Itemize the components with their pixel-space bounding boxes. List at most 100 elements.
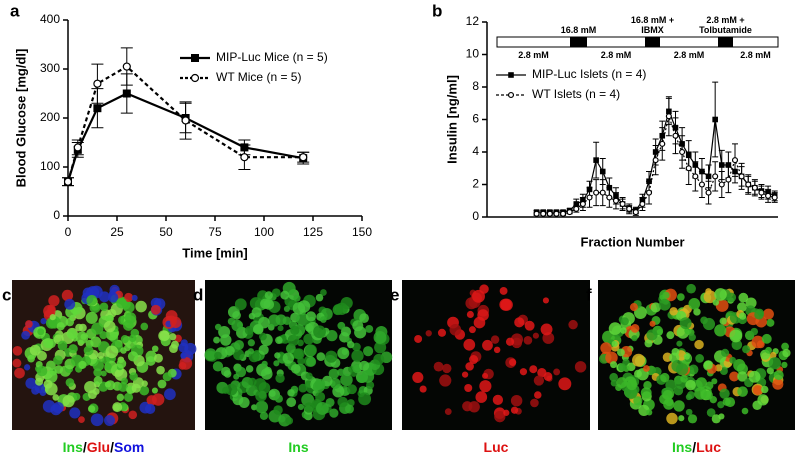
cell — [676, 340, 683, 347]
cell — [769, 351, 777, 359]
cell — [524, 320, 535, 331]
cell — [86, 294, 98, 306]
cell — [419, 385, 427, 393]
cell — [14, 367, 25, 379]
marker — [579, 200, 586, 208]
protocol-label: 2.8 mM — [600, 50, 632, 60]
marker — [758, 189, 765, 196]
x-axis-label: Time [min] — [182, 245, 248, 260]
cell — [742, 345, 751, 354]
y-tick-label: 0 — [472, 209, 479, 223]
marker — [745, 181, 752, 188]
cell — [600, 342, 612, 354]
cell — [92, 388, 100, 395]
cell — [297, 339, 304, 347]
cell — [85, 311, 98, 324]
cell — [726, 292, 737, 303]
cell — [694, 387, 707, 400]
cell — [69, 407, 81, 419]
cell — [738, 292, 749, 303]
marker — [553, 210, 560, 217]
panel-letter: d — [193, 285, 203, 304]
marker — [705, 173, 712, 180]
cell — [729, 329, 743, 343]
cell — [75, 323, 83, 332]
cell — [43, 379, 53, 389]
cell — [97, 352, 105, 359]
cell — [169, 344, 178, 353]
cell — [658, 298, 671, 311]
cell — [756, 340, 765, 349]
cell — [45, 360, 56, 371]
cell — [643, 381, 652, 390]
y-tick-label: 200 — [40, 110, 60, 124]
cell — [180, 352, 187, 359]
cell — [234, 339, 244, 350]
cell — [737, 371, 748, 382]
cell — [65, 378, 75, 387]
y-tick-label: 12 — [466, 14, 480, 28]
cell — [662, 389, 673, 400]
cell — [271, 288, 281, 298]
cell — [686, 283, 696, 294]
y-axis-label: Blood Glucose [mg/dl] — [13, 49, 28, 188]
marker — [122, 89, 131, 98]
cell — [105, 345, 119, 359]
cell — [437, 328, 447, 337]
marker — [122, 62, 131, 71]
marker — [573, 205, 580, 212]
cell — [761, 333, 772, 344]
cell — [287, 389, 295, 397]
cell — [610, 379, 618, 387]
caption-part: Ins — [672, 439, 692, 455]
cell — [156, 365, 165, 375]
cell — [335, 302, 348, 315]
marker — [593, 189, 600, 196]
cell — [78, 416, 85, 424]
cell — [40, 318, 47, 325]
cell — [633, 396, 643, 406]
cell — [225, 383, 238, 396]
cell — [748, 370, 761, 383]
cell — [665, 379, 677, 391]
x-axis-label: Fraction Number — [580, 234, 684, 249]
cell — [644, 339, 653, 348]
cell — [695, 377, 707, 389]
cell — [99, 302, 109, 312]
cell — [695, 354, 704, 363]
cell — [611, 340, 618, 347]
cell — [247, 339, 255, 347]
cell — [249, 297, 263, 310]
cell — [629, 303, 638, 312]
cell — [128, 410, 138, 420]
cell — [64, 298, 76, 310]
cell — [511, 337, 523, 349]
cell — [605, 351, 618, 364]
cell — [127, 351, 139, 362]
cell — [766, 367, 774, 375]
y-tick-label: 10 — [466, 47, 480, 61]
cell — [618, 363, 627, 372]
y-tick-label: 100 — [40, 159, 60, 173]
cell — [616, 377, 628, 389]
x-tick-label: 50 — [159, 225, 173, 239]
cell — [468, 326, 476, 334]
cell — [508, 358, 517, 366]
cell — [626, 379, 638, 391]
cell — [361, 370, 375, 383]
cell — [703, 290, 717, 304]
cell — [773, 370, 784, 381]
y-tick-label: 0 — [53, 208, 60, 222]
cell — [461, 371, 469, 378]
marker — [299, 153, 308, 162]
cell — [25, 320, 33, 328]
cell — [643, 365, 650, 372]
cell — [722, 397, 731, 406]
cell — [214, 323, 222, 331]
marker — [738, 173, 745, 180]
cell — [688, 333, 696, 342]
cell — [298, 383, 308, 393]
cell — [23, 364, 31, 371]
cell — [232, 311, 241, 320]
cell — [719, 317, 727, 325]
